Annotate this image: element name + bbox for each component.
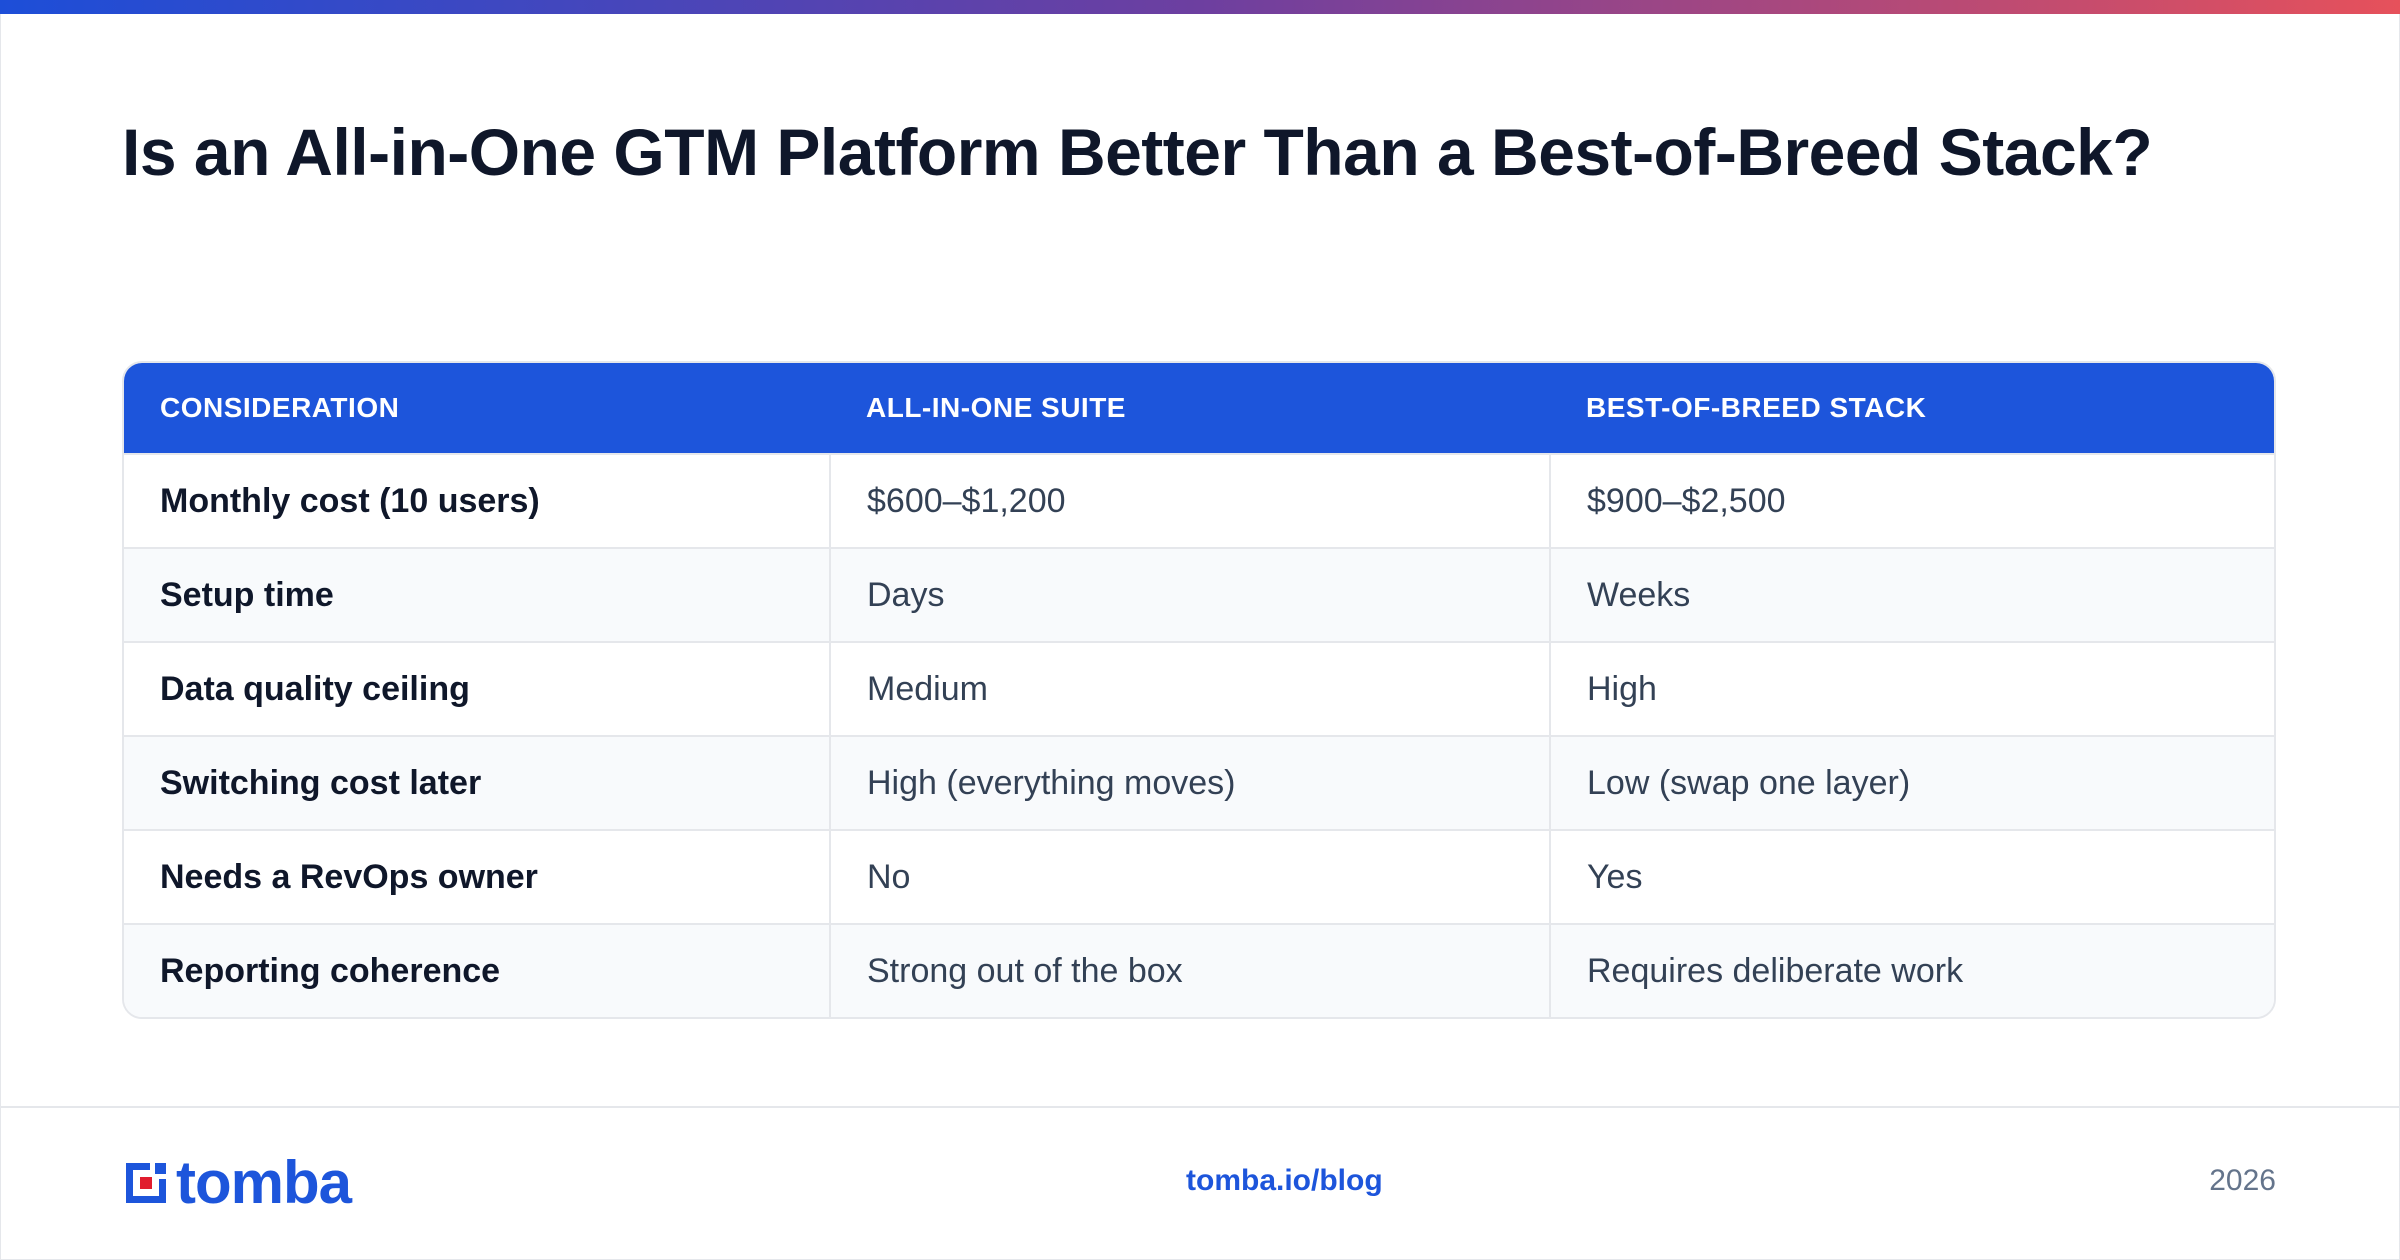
row-label: Reporting coherence xyxy=(124,923,830,1017)
all-in-one-value: No xyxy=(829,829,1550,924)
table-header-row: CONSIDERATION ALL-IN-ONE SUITE BEST-OF-B… xyxy=(124,363,2274,454)
blog-link[interactable]: tomba.io/blog xyxy=(1186,1164,1383,1197)
all-in-one-value: $600–$1,200 xyxy=(829,453,1550,548)
accent-gradient-bar xyxy=(0,0,2400,14)
column-header-best-of-breed-stack: BEST-OF-BREED STACK xyxy=(1550,363,2274,454)
row-label: Monthly cost (10 users) xyxy=(124,453,830,548)
row-label: Switching cost later xyxy=(124,735,830,830)
best-of-breed-value: Requires deliberate work xyxy=(1549,923,2274,1017)
all-in-one-value: Medium xyxy=(829,641,1550,736)
row-label: Needs a RevOps owner xyxy=(124,829,830,924)
table-row: Data quality ceiling Medium High xyxy=(124,641,2274,736)
tomba-logo: tomba xyxy=(122,1149,352,1216)
page-title: Is an All-in-One GTM Platform Better Tha… xyxy=(122,115,2153,189)
row-label: Data quality ceiling xyxy=(124,641,830,736)
best-of-breed-value: Low (swap one layer) xyxy=(1549,735,2274,830)
comparison-table-grid: CONSIDERATION ALL-IN-ONE SUITE BEST-OF-B… xyxy=(124,363,2274,1017)
column-header-consideration: CONSIDERATION xyxy=(124,363,830,454)
table-row: Needs a RevOps owner No Yes xyxy=(124,829,2274,924)
best-of-breed-value: High xyxy=(1549,641,2274,736)
column-header-all-in-one-suite: ALL-IN-ONE SUITE xyxy=(830,363,1550,454)
best-of-breed-value: $900–$2,500 xyxy=(1549,453,2274,548)
best-of-breed-value: Weeks xyxy=(1549,547,2274,642)
best-of-breed-value: Yes xyxy=(1549,829,2274,924)
publication-year: 2026 xyxy=(2209,1164,2276,1197)
table-row: Setup time Days Weeks xyxy=(124,547,2274,642)
table-row: Monthly cost (10 users) $600–$1,200 $900… xyxy=(124,453,2274,548)
table-row: Reporting coherence Strong out of the bo… xyxy=(124,923,2274,1017)
all-in-one-value: Strong out of the box xyxy=(829,923,1550,1017)
row-label: Setup time xyxy=(124,547,830,642)
comparison-table: CONSIDERATION ALL-IN-ONE SUITE BEST-OF-B… xyxy=(122,361,2276,1019)
logo-wordmark: tomba xyxy=(176,1149,352,1216)
table-row: Switching cost later High (everything mo… xyxy=(124,735,2274,830)
all-in-one-value: Days xyxy=(829,547,1550,642)
footer-divider xyxy=(0,1106,2400,1108)
tomba-logo-icon xyxy=(126,1163,166,1203)
all-in-one-value: High (everything moves) xyxy=(829,735,1550,830)
